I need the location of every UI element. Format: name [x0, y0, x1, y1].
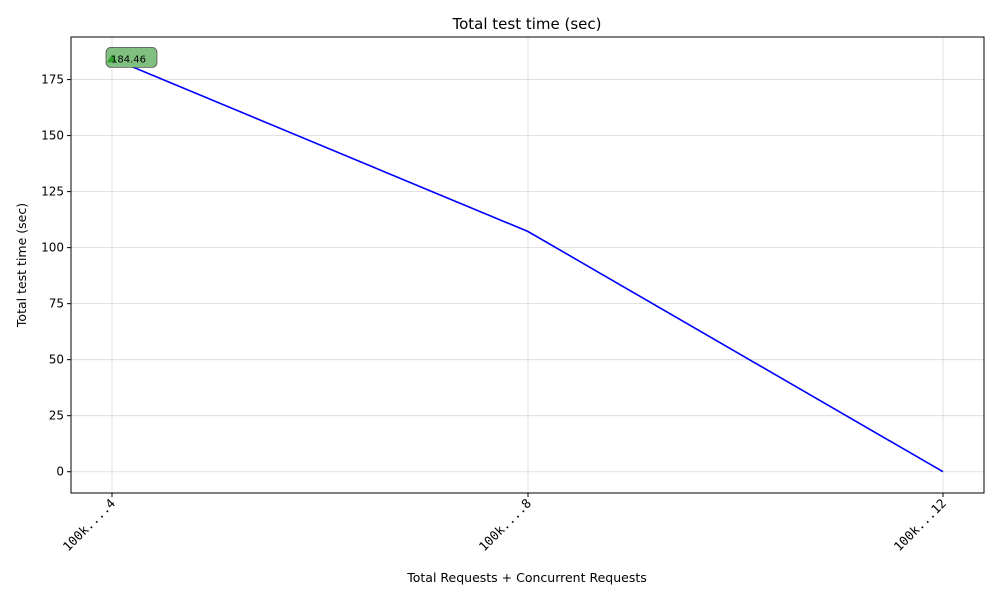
grid — [71, 37, 984, 493]
chart-title: Total test time (sec) — [451, 15, 601, 33]
x-axis-title: Total Requests + Concurrent Requests — [406, 570, 647, 585]
y-tick-label: 50 — [49, 353, 64, 367]
annotation-marker — [107, 54, 117, 63]
y-tick-label: 25 — [49, 409, 64, 423]
y-tick-label: 175 — [41, 73, 64, 87]
annotation-layer: 184.46 — [105, 46, 158, 68]
y-tick-label: 0 — [56, 465, 64, 479]
y-axis: 0 25 50 75 100 125 150 175 — [41, 73, 71, 479]
y-axis-title: Total test time (sec) — [14, 203, 29, 328]
series-line — [111, 57, 944, 473]
annotation-box — [105, 46, 158, 68]
annotation-label: 184.46 — [111, 54, 146, 65]
y-tick-label: 150 — [41, 129, 64, 143]
y-tick-label: 125 — [41, 185, 64, 199]
y-tick-label: 100 — [41, 241, 64, 255]
y-tick-label: 75 — [49, 297, 64, 311]
series-layer — [111, 57, 944, 473]
